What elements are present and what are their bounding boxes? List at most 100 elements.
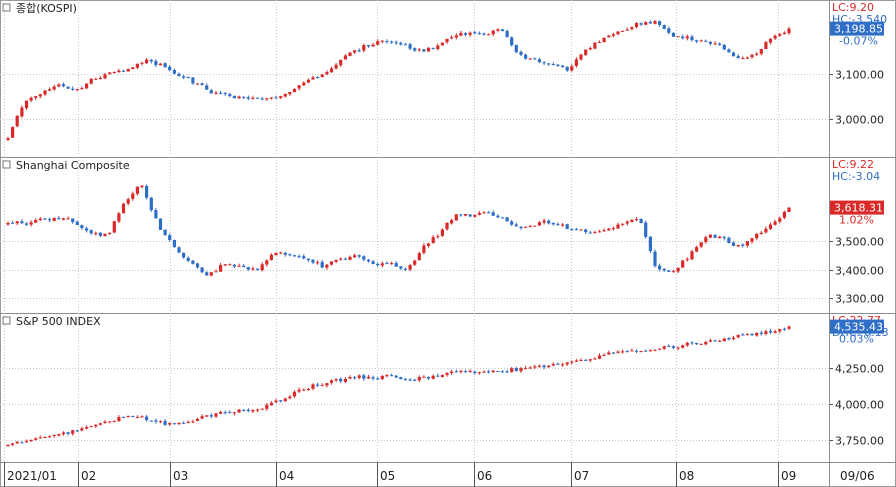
- candle-body: [695, 247, 699, 252]
- candle-body: [755, 53, 759, 55]
- candle-body: [653, 251, 657, 267]
- candle-body: [306, 79, 310, 83]
- candle-body: [621, 30, 625, 32]
- candle-body: [644, 350, 648, 352]
- candle-body: [390, 375, 394, 377]
- panel-title-text: Shanghai Composite: [16, 159, 130, 172]
- candle-body: [182, 422, 186, 424]
- candles: [6, 325, 791, 447]
- candle-body: [505, 30, 509, 38]
- candle-body: [214, 413, 218, 417]
- candle-body: [242, 265, 246, 268]
- candle-body: [570, 229, 574, 231]
- candle-body: [94, 78, 98, 80]
- candle-body: [163, 229, 167, 236]
- candle-body: [533, 366, 537, 368]
- candle-body: [339, 378, 343, 382]
- candle-body: [736, 334, 740, 338]
- candle-body: [320, 74, 324, 77]
- candle-body: [121, 416, 126, 418]
- candle-body: [394, 263, 398, 267]
- candle-body: [787, 326, 791, 329]
- candle-body: [463, 33, 468, 35]
- candle-body: [163, 421, 167, 425]
- candle-body: [514, 44, 518, 53]
- panel-title: Shanghai Composite: [2, 159, 130, 172]
- candle-body: [722, 338, 726, 342]
- candle-body: [426, 47, 431, 52]
- candle-body: [366, 259, 371, 262]
- candle-body: [561, 65, 565, 67]
- candle-body: [542, 220, 546, 223]
- candle-body: [15, 221, 19, 224]
- candle-body: [103, 74, 107, 79]
- candle-body: [357, 255, 361, 257]
- x-tick-label: 04: [279, 469, 294, 483]
- candle-body: [473, 32, 477, 34]
- candle-body: [782, 328, 786, 330]
- candle-body: [126, 415, 130, 418]
- candle-body: [727, 49, 731, 53]
- candle-body: [126, 199, 130, 204]
- candle-body: [551, 223, 555, 225]
- candle-body: [778, 218, 782, 222]
- candle-body: [75, 430, 79, 432]
- candle-body: [334, 259, 338, 262]
- candle-body: [297, 256, 301, 258]
- candle-body: [117, 417, 121, 422]
- candle-body: [57, 84, 61, 87]
- candle-body: [158, 63, 163, 66]
- candle-body: [533, 225, 537, 227]
- candle-body: [782, 211, 786, 218]
- candle-body: [325, 383, 329, 386]
- candle-body: [320, 261, 324, 268]
- candle-body: [385, 375, 389, 377]
- candle-body: [422, 49, 426, 52]
- candle-body: [390, 41, 394, 43]
- candle-body: [353, 255, 357, 258]
- candle-body: [671, 271, 676, 273]
- candle-body: [168, 235, 172, 240]
- candle-body: [482, 33, 486, 35]
- candle-body: [616, 224, 620, 229]
- candle-body: [112, 221, 116, 233]
- candle-body: [385, 41, 389, 42]
- candle-body: [80, 225, 84, 229]
- candle-body: [108, 72, 112, 75]
- candle-body: [778, 329, 782, 332]
- candle-body: [487, 34, 491, 36]
- candle-body: [316, 77, 320, 78]
- candle-body: [755, 333, 759, 336]
- candle-body: [48, 219, 52, 221]
- candle-body: [214, 92, 218, 94]
- candle-body: [292, 255, 297, 257]
- candle-body: [413, 260, 417, 265]
- candle-body: [482, 371, 486, 373]
- candle-body: [510, 368, 514, 372]
- candle-body: [621, 351, 625, 353]
- candle-body: [403, 44, 407, 46]
- candle-body: [329, 68, 334, 73]
- candle-body: [741, 334, 745, 336]
- candle-body: [773, 221, 777, 225]
- candle-body: [588, 48, 592, 50]
- candle-body: [103, 421, 107, 423]
- candle-body: [292, 391, 297, 397]
- candle-body: [778, 34, 782, 36]
- candle-body: [676, 267, 680, 272]
- candle-body: [362, 375, 366, 379]
- candle-body: [232, 412, 236, 414]
- candle-body: [191, 421, 195, 423]
- candle-body: [334, 64, 338, 69]
- candle-body: [71, 430, 75, 434]
- candle-body: [89, 230, 93, 234]
- candle-body: [440, 229, 444, 236]
- candle-body: [491, 30, 495, 35]
- candle-body: [764, 42, 768, 49]
- candle-body: [764, 228, 768, 233]
- candle-body: [426, 243, 431, 246]
- candle-body: [408, 265, 412, 270]
- candle-body: [131, 67, 135, 70]
